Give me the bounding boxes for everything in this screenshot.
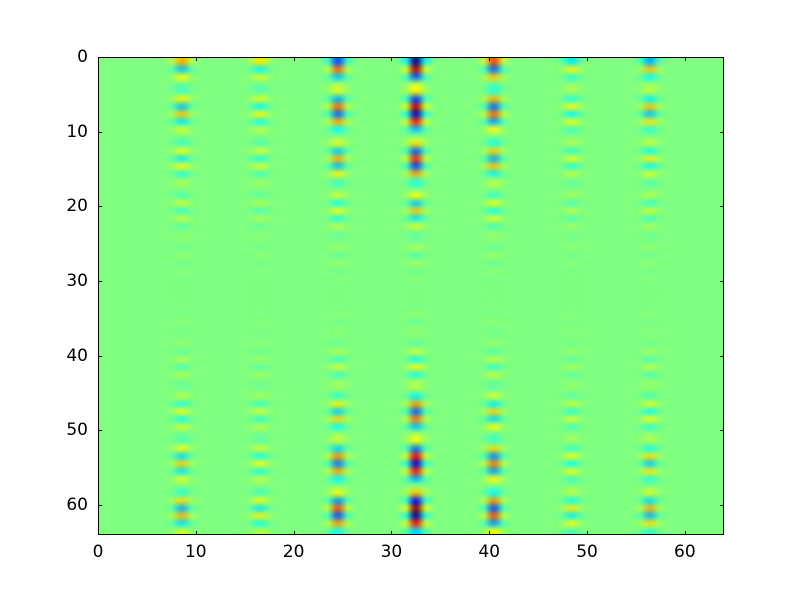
y-tick-label: 20	[66, 196, 88, 217]
y-tick-mark-right	[720, 131, 724, 133]
y-tick-mark	[98, 281, 102, 283]
y-tick-label: 10	[66, 121, 88, 142]
x-tick-mark	[195, 531, 197, 535]
y-tick-mark	[98, 355, 102, 357]
y-tick-label: 40	[66, 345, 88, 366]
y-tick-mark	[98, 505, 102, 507]
x-tick-label: 10	[184, 542, 207, 562]
heatmap-axes[interactable]	[98, 57, 724, 535]
y-tick-label: 30	[66, 271, 88, 292]
y-tick-mark	[98, 131, 102, 133]
x-tick-mark-top	[684, 57, 686, 61]
y-tick-mark-right	[720, 355, 724, 357]
y-tick-mark-right	[720, 281, 724, 283]
y-tick-label: 60	[66, 495, 88, 516]
x-tick-mark-top	[98, 57, 99, 61]
x-tick-mark-top	[489, 57, 491, 61]
y-tick-mark	[98, 206, 102, 208]
y-tick-label: 0	[77, 47, 88, 67]
x-tick-mark	[98, 531, 99, 535]
x-tick-mark	[293, 531, 295, 535]
x-tick-mark-top	[195, 57, 197, 61]
heatmap-image	[99, 58, 723, 534]
x-tick-label: 40	[478, 542, 501, 562]
x-tick-label: 20	[282, 542, 305, 562]
x-tick-mark-top	[391, 57, 393, 61]
y-tick-mark-right	[720, 430, 724, 432]
x-tick-label: 50	[576, 542, 598, 562]
x-tick-mark-top	[293, 57, 295, 61]
y-tick-mark-right	[720, 206, 724, 208]
x-tick-mark	[684, 531, 686, 535]
y-tick-mark-right	[720, 57, 724, 58]
x-tick-mark	[587, 531, 589, 535]
x-tick-mark	[391, 531, 393, 535]
x-tick-mark-top	[587, 57, 589, 61]
x-tick-label: 0	[92, 542, 104, 562]
x-tick-mark	[489, 531, 491, 535]
y-tick-mark	[98, 430, 102, 432]
y-tick-mark-right	[720, 505, 724, 507]
y-tick-label: 50	[66, 420, 88, 441]
y-tick-mark	[98, 57, 102, 58]
x-tick-label: 60	[674, 542, 696, 562]
x-tick-label: 30	[380, 542, 403, 562]
